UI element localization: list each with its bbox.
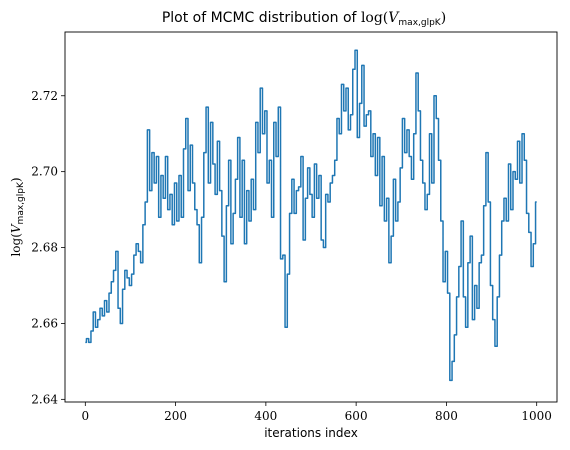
x-tick-label: 400 — [254, 409, 277, 423]
x-tick-label: 800 — [435, 409, 458, 423]
x-axis-title: iterations index — [264, 426, 358, 440]
x-tick-label: 200 — [164, 409, 187, 423]
y-axis-title-math-sub: max,glpK — [16, 181, 26, 224]
x-tick-label: 1000 — [521, 409, 552, 423]
series-line-0 — [85, 49, 537, 382]
chart-title-math-var: V — [388, 10, 400, 26]
x-tick-label: 600 — [345, 409, 368, 423]
y-tick-label: 2.64 — [31, 392, 58, 406]
x-tick-label: 0 — [81, 409, 89, 423]
plot-frame — [64, 31, 558, 403]
series-layer — [85, 49, 537, 382]
y-tick-label: 2.68 — [31, 241, 58, 255]
y-tick-label: 2.70 — [31, 165, 58, 179]
y-axis-title-math-close: ) — [9, 177, 23, 182]
y-axis-title-math-func: log( — [9, 233, 23, 256]
chart-title-math-close: ) — [441, 10, 446, 26]
y-axis-title-math-var: V — [9, 223, 23, 233]
y-axis-title: log(Vmax,glpK) — [9, 177, 26, 256]
chart-title-prefix: Plot of MCMC distribution of — [162, 10, 361, 26]
ticks-layer: 0 200 400 600 800 1000 2.64 2.66 2.68 2.70 2.72 — [31, 89, 552, 423]
y-tick-label: 2.66 — [31, 316, 58, 330]
chart-title: Plot of MCMC distribution of log(Vmax,gl… — [162, 10, 446, 28]
chart-title-math-sub: max,glpK — [398, 18, 441, 28]
chart-title-math-func: log( — [361, 10, 388, 26]
y-tick-label: 2.72 — [31, 89, 58, 103]
